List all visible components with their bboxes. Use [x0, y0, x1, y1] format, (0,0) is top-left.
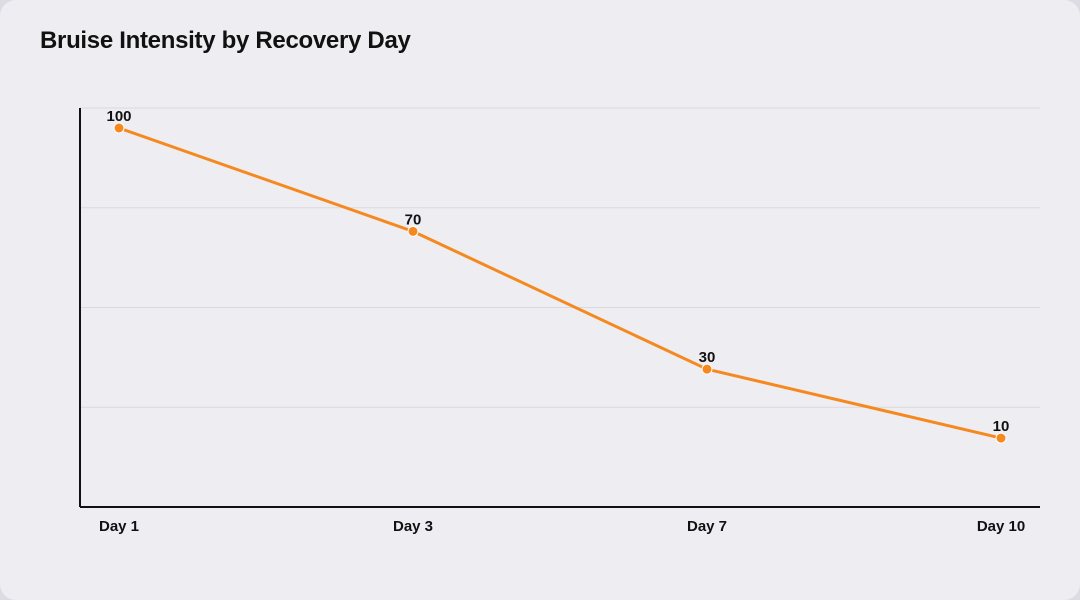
data-labels: 100 70 30 10 [106, 108, 1009, 435]
data-label: 10 [993, 418, 1010, 435]
data-label: 100 [106, 108, 131, 125]
data-label: 70 [405, 211, 422, 228]
grid-lines [80, 107, 1040, 408]
data-label: 30 [699, 349, 716, 366]
series-line-group [117, 126, 1003, 440]
x-tick-label: Day 3 [393, 518, 433, 535]
x-tick-label: Day 1 [99, 518, 139, 535]
x-tick-labels: Day 1 Day 3 Day 7 Day 10 [99, 518, 1025, 535]
data-point [995, 432, 1007, 444]
data-point [701, 363, 713, 375]
series-line [117, 126, 1003, 440]
data-point [113, 122, 125, 134]
x-tick-label: Day 10 [977, 518, 1025, 535]
data-points [113, 122, 1007, 444]
data-point [407, 225, 419, 237]
x-tick-label: Day 7 [687, 518, 727, 535]
axes [79, 108, 1040, 508]
chart-title: Bruise Intensity by Recovery Day [40, 27, 411, 54]
